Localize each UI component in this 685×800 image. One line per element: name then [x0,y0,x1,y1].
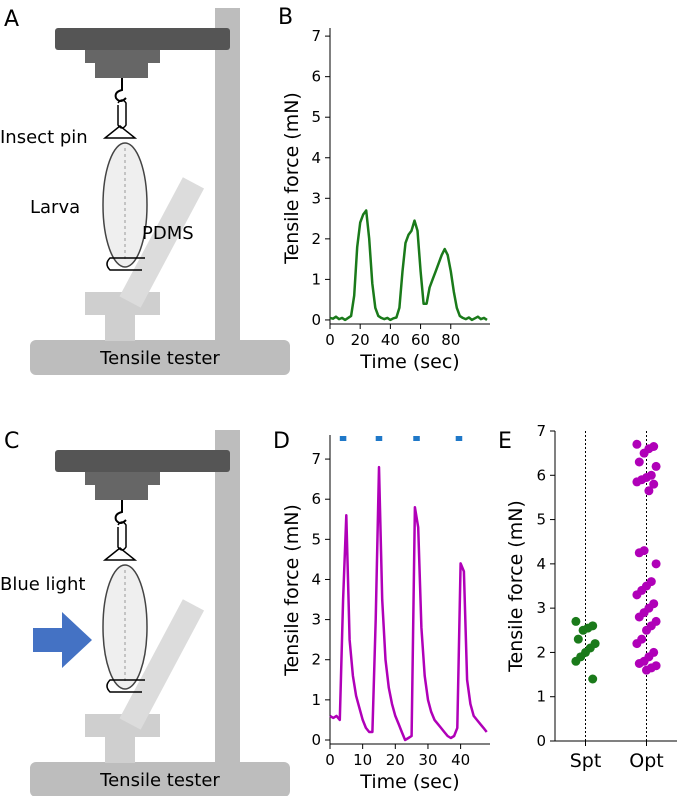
light-pulse [455,436,463,441]
y-tick-label: 5 [311,108,321,126]
x-tick-label: 40 [381,331,400,349]
y-tick-label: 6 [311,68,321,86]
base-label: Tensile tester [99,770,220,791]
x-tick-label: 10 [353,751,372,769]
panel-letter: A [4,7,19,32]
data-point [642,665,651,675]
data-point [632,639,642,649]
y-tick-label: 5 [311,530,321,548]
x-tick-label: 20 [351,331,370,349]
y-tick-label: 2 [311,230,321,248]
x-tick-label: Spt [570,750,602,772]
light-pulse [413,436,420,441]
y-tick-label: 5 [536,511,546,529]
y-tick-label: 3 [311,189,321,207]
y-tick-label: 1 [311,691,321,709]
data-point [651,559,661,569]
pdms-label: PDMS [142,223,194,244]
x-tick-label: Opt [629,750,663,772]
force-trace [329,465,488,742]
x-tick-label: 30 [418,751,437,769]
x-tick-label: 80 [441,331,460,349]
y-tick-label: 1 [536,688,546,706]
y-tick-label: 0 [536,732,546,750]
data-point [651,461,661,471]
larva-label: Larva [30,197,80,218]
data-point [649,479,659,489]
y-axis-label: Tensile force (mN) [505,500,527,673]
y-tick-label: 0 [311,311,321,329]
data-point [571,616,581,626]
data-point [578,625,588,635]
y-tick-label: 1 [311,270,321,288]
x-tick-label: 20 [386,751,405,769]
y-tick-label: 4 [311,570,321,588]
y-axis-label: Tensile force (mN) [281,504,303,677]
panel-letter: B [278,5,293,30]
y-tick-label: 3 [311,611,321,629]
data-point [634,612,644,622]
x-tick-label: 0 [325,751,335,769]
force-trace [329,209,488,322]
y-tick-label: 7 [536,422,546,440]
data-point [644,486,654,496]
light-label: Blue light [0,574,85,595]
data-point [642,625,651,635]
x-tick-label: 60 [411,331,430,349]
light-arrow [33,612,92,668]
base-label: Tensile tester [99,348,220,369]
panel-letter: D [273,429,290,454]
y-tick-label: 6 [311,490,321,508]
panel-letter: C [4,429,19,454]
pin-label: Insect pin [0,127,88,148]
data-point [632,477,642,487]
light-pulse [375,436,383,441]
y-axis-label: Tensile force (mN) [281,92,303,265]
apparatus-c [29,429,291,798]
data-point [571,656,581,666]
apparatus-a [29,7,291,376]
x-axis-label: Time (sec) [359,351,459,373]
y-tick-label: 0 [311,731,321,749]
light-pulse [339,436,347,441]
data-point [634,659,644,668]
data-point [632,590,642,600]
y-tick-label: 7 [311,27,321,45]
y-tick-label: 2 [311,651,321,669]
y-tick-label: 3 [536,599,546,617]
x-tick-label: 40 [451,751,470,769]
data-point [632,439,642,449]
panel-letter: E [498,429,512,454]
data-point [634,548,644,558]
y-tick-label: 7 [311,450,321,468]
data-point [634,457,644,467]
y-tick-label: 4 [311,149,321,167]
data-point [573,634,583,644]
y-tick-label: 2 [536,643,546,661]
data-point [639,448,649,458]
x-axis-label: Time (sec) [359,771,459,793]
x-tick-label: 0 [325,331,335,349]
data-point [588,674,598,684]
y-tick-label: 6 [536,466,546,484]
y-tick-label: 4 [536,555,546,573]
